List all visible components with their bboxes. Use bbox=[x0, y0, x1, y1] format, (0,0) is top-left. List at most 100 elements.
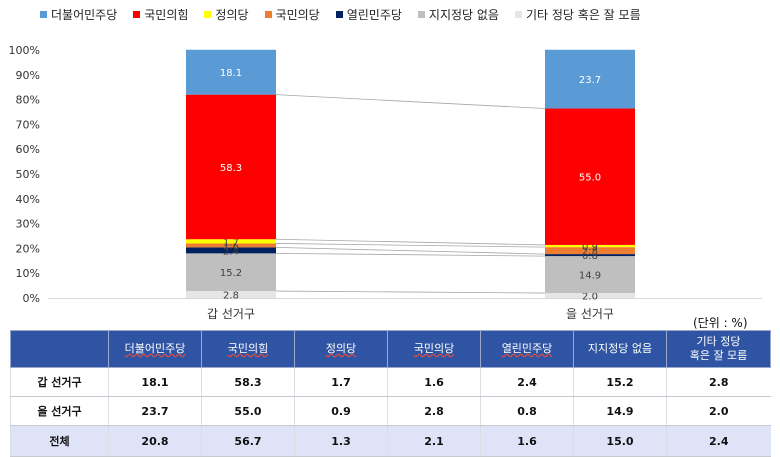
data-label: 2.8 bbox=[223, 291, 239, 302]
legend-label: 지지정당 없음 bbox=[428, 8, 499, 22]
unit-label: (단위 : %) bbox=[693, 316, 748, 330]
table-cell: 2.4 bbox=[666, 425, 771, 457]
table-cell: 2.4 bbox=[480, 367, 574, 397]
table-cell: 1.3 bbox=[294, 425, 388, 457]
table-cell: 1.6 bbox=[387, 367, 481, 397]
data-label: 55.0 bbox=[579, 173, 601, 184]
table-header-cell: 더불어민주당 bbox=[108, 330, 202, 368]
legend-label: 기타 정당 혹은 잘 모름 bbox=[525, 8, 641, 22]
series-line bbox=[275, 238, 546, 246]
chart-legend: 더불어민주당 국민의힘 정의당 국민의당 열린민주당 지지정당 없음 기타 정당 혹은 잘 … bbox=[40, 6, 641, 23]
y-tick-label: 40% bbox=[16, 193, 40, 206]
data-label: 2.8 bbox=[582, 247, 598, 258]
bar-segment bbox=[186, 239, 276, 244]
y-tick-label: 60% bbox=[16, 143, 40, 156]
series-line bbox=[275, 290, 546, 294]
y-tick-label: 100% bbox=[9, 44, 40, 57]
table-cell: 55.0 bbox=[201, 396, 295, 426]
bar-segment bbox=[186, 243, 276, 248]
data-label: 58.3 bbox=[220, 163, 242, 174]
series-lines bbox=[275, 94, 546, 294]
table-row: 갑 선거구 18.1 58.3 1.7 1.6 2.4 15.2 2.8 bbox=[10, 367, 771, 397]
table-cell: 18.1 bbox=[108, 367, 202, 397]
data-label: 2.4 bbox=[223, 246, 239, 257]
bars: 2.815.22.41.61.758.318.12.014.90.82.80.9… bbox=[186, 49, 635, 303]
legend-swatch bbox=[417, 11, 425, 18]
data-label: 18.1 bbox=[220, 68, 242, 79]
table-header-cell: 기타 정당 혹은 잘 모름 bbox=[666, 330, 771, 368]
bar-segment bbox=[545, 247, 635, 255]
data-label: 23.7 bbox=[579, 75, 601, 86]
y-tick-label: 70% bbox=[16, 118, 40, 131]
series-line bbox=[275, 94, 546, 109]
legend-item: 정의당 bbox=[204, 6, 249, 23]
legend-swatch bbox=[514, 11, 522, 18]
table-header-cell bbox=[10, 330, 109, 368]
data-table: 더불어민주당 국민의힘 정의당 국민의당 열린민주당 지지정당 없음 기타 정당 혹은 잘 모… bbox=[10, 330, 771, 457]
y-tick-label: 20% bbox=[16, 242, 40, 255]
data-label: 1.6 bbox=[223, 241, 239, 252]
table-cell: 15.0 bbox=[573, 425, 667, 457]
table-cell: 갑 선거구 bbox=[10, 367, 109, 397]
bar-segment bbox=[545, 256, 635, 294]
table-cell: 15.2 bbox=[573, 367, 667, 397]
table-cell: 0.8 bbox=[480, 396, 574, 426]
table-cell: 전체 bbox=[10, 425, 109, 457]
legend-item: 지지정당 없음 bbox=[417, 6, 499, 23]
legend-swatch bbox=[133, 11, 141, 18]
bar-segment bbox=[186, 247, 276, 254]
y-tick-label: 10% bbox=[16, 267, 40, 280]
y-tick-label: 90% bbox=[16, 69, 40, 82]
table-cell: 14.9 bbox=[573, 396, 667, 426]
series-line bbox=[275, 252, 546, 257]
legend-swatch bbox=[40, 11, 47, 18]
bar-segment bbox=[545, 254, 635, 257]
legend-label: 더불어민주당 bbox=[51, 8, 118, 22]
y-tick-label: 50% bbox=[16, 168, 40, 181]
table-cell: 2.1 bbox=[387, 425, 481, 457]
legend-item: 더불어민주당 bbox=[40, 6, 117, 23]
table-cell: 23.7 bbox=[108, 396, 202, 426]
y-tick-label: 80% bbox=[16, 94, 40, 107]
data-label: 14.9 bbox=[579, 271, 601, 282]
x-tick-label: 갑 선거구 bbox=[207, 307, 255, 321]
legend-label: 열린민주당 bbox=[346, 8, 402, 22]
series-line bbox=[275, 247, 546, 255]
table-cell: 20.8 bbox=[108, 425, 202, 457]
legend-item: 열린민주당 bbox=[335, 6, 402, 23]
legend-swatch bbox=[204, 11, 212, 18]
x-axis-labels: 갑 선거구 을 선거구 bbox=[207, 307, 614, 321]
legend-item: 국민의힘 bbox=[133, 6, 188, 23]
legend-label: 국민의힘 bbox=[144, 8, 189, 22]
data-label: 0.9 bbox=[582, 242, 598, 253]
x-tick-label: 을 선거구 bbox=[566, 307, 614, 321]
y-tick-label: 0% bbox=[23, 292, 40, 305]
legend-label: 국민의당 bbox=[275, 8, 320, 22]
bar-segment bbox=[186, 253, 276, 292]
legend-item: 기타 정당 혹은 잘 모름 bbox=[514, 6, 641, 23]
bar-segment bbox=[186, 291, 276, 298]
bar-segment bbox=[545, 108, 635, 245]
bar-segment bbox=[186, 49, 276, 95]
data-label: 15.2 bbox=[220, 268, 242, 279]
table-row: 전체 20.8 56.7 1.3 2.1 1.6 15.0 2.4 bbox=[10, 425, 771, 457]
y-tick-label: 30% bbox=[16, 218, 40, 231]
data-label: 2.0 bbox=[582, 292, 598, 303]
table-header-cell: 국민의당 bbox=[387, 330, 481, 368]
legend-item: 국민의당 bbox=[264, 6, 320, 23]
table-cell: 58.3 bbox=[201, 367, 295, 397]
table-row: 을 선거구 23.7 55.0 0.9 2.8 0.8 14.9 2.0 bbox=[10, 396, 771, 426]
table-cell: 0.9 bbox=[294, 396, 388, 426]
table-cell: 1.6 bbox=[480, 425, 574, 457]
bar-segment bbox=[545, 49, 635, 109]
table-cell: 1.7 bbox=[294, 367, 388, 397]
table-header-cell: 열린민주당 bbox=[480, 330, 574, 368]
table-cell: 2.8 bbox=[666, 367, 771, 397]
y-axis: 0% 10% 20% 30% 40% 50% 60% 70% 80% 90% 100% bbox=[9, 44, 762, 305]
data-label: 0.8 bbox=[582, 251, 598, 262]
bar-segment bbox=[545, 244, 635, 248]
legend-label: 정의당 bbox=[215, 8, 249, 22]
table-cell: 2.8 bbox=[387, 396, 481, 426]
stacked-bar-chart: 0% 10% 20% 30% 40% 50% 60% 70% 80% 90% 100% 2.8 15.… bbox=[9, 44, 762, 321]
data-label: 1.7 bbox=[223, 237, 239, 248]
